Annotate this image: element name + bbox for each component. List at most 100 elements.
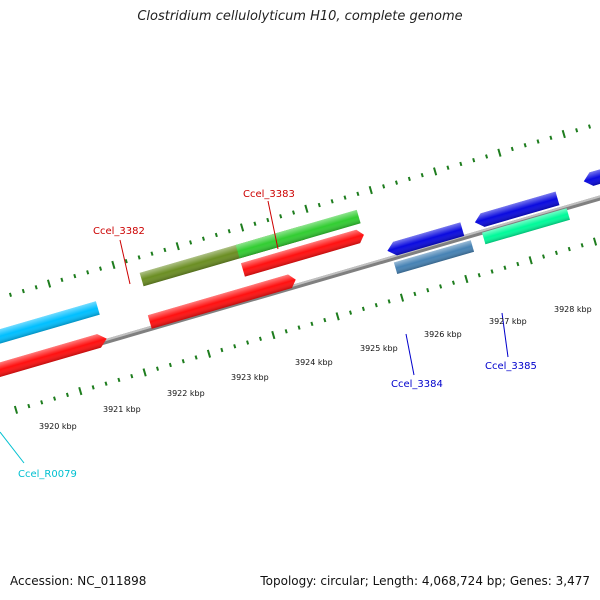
- leader-ccel-3384: [405, 333, 415, 376]
- tick-label: 3924 kbp: [295, 358, 333, 367]
- major-tick: [111, 260, 116, 269]
- minor-tick: [189, 240, 193, 245]
- minor-tick: [361, 306, 365, 312]
- minor-tick: [446, 165, 450, 170]
- gene-ccel-3385[interactable]: [482, 208, 570, 245]
- minor-tick: [86, 270, 90, 275]
- tick-label: 3922 kbp: [167, 389, 205, 398]
- accession-text: Accession: NC_011898: [10, 574, 147, 588]
- leader-ccel-3383: [267, 200, 279, 250]
- major-tick: [78, 387, 83, 396]
- minor-tick: [516, 261, 520, 267]
- gene-cyan-forward[interactable]: [0, 301, 100, 348]
- minor-tick: [163, 247, 167, 253]
- gene-ccel-3383-forward[interactable]: [235, 209, 361, 259]
- minor-tick: [349, 310, 353, 315]
- major-tick: [304, 204, 309, 213]
- major-tick: [561, 129, 566, 139]
- genome-summary-text: Topology: circular; Length: 4,068,724 bp…: [260, 574, 590, 588]
- minor-tick: [580, 243, 584, 248]
- minor-tick: [21, 288, 25, 294]
- minor-tick: [394, 180, 399, 185]
- minor-tick: [214, 232, 218, 238]
- minor-tick: [181, 359, 185, 364]
- minor-tick: [201, 236, 205, 241]
- major-tick: [240, 223, 245, 232]
- gene-ccel-3383-red[interactable]: [241, 228, 366, 277]
- gene-label-ccel-3383: Ccel_3383: [243, 189, 295, 200]
- minor-tick: [343, 195, 347, 200]
- minor-tick: [382, 184, 386, 189]
- gene-ccel-3382-red[interactable]: [147, 273, 298, 329]
- minor-tick: [459, 161, 463, 167]
- gene-label-ccel-3384: Ccel_3384: [391, 379, 443, 390]
- minor-tick: [330, 199, 334, 204]
- tick-label: 3928 kbp: [554, 305, 592, 314]
- minor-tick: [451, 280, 455, 285]
- minor-tick: [246, 340, 250, 345]
- minor-tick: [27, 403, 31, 409]
- minor-tick: [130, 373, 134, 379]
- tick-label: 3920 kbp: [39, 422, 77, 431]
- minor-tick: [490, 269, 494, 274]
- minor-tick: [413, 291, 417, 297]
- minor-tick: [317, 202, 321, 208]
- gene-blue-forward-2[interactable]: [473, 191, 560, 229]
- major-tick: [368, 185, 373, 195]
- outer-tick-ring: [8, 124, 592, 297]
- minor-tick: [168, 362, 172, 368]
- minor-tick: [472, 158, 476, 163]
- leader-ccel-r0079: [0, 431, 25, 464]
- major-tick: [433, 167, 438, 176]
- minor-tick: [258, 336, 262, 341]
- minor-tick: [155, 366, 160, 371]
- major-tick: [142, 368, 147, 377]
- minor-tick: [510, 146, 514, 152]
- minor-tick: [567, 246, 571, 252]
- minor-tick: [266, 217, 270, 223]
- minor-tick: [297, 325, 301, 330]
- major-tick: [206, 349, 212, 358]
- leader-ccel-3382: [119, 239, 131, 285]
- major-tick: [497, 148, 502, 157]
- minor-tick: [40, 400, 44, 405]
- gene-blue-forward-1[interactable]: [385, 222, 465, 257]
- minor-tick: [542, 254, 546, 259]
- tick-label: 3926 kbp: [424, 330, 462, 339]
- minor-tick: [310, 321, 314, 327]
- minor-tick: [65, 392, 69, 398]
- minor-tick: [150, 251, 154, 256]
- gene-label-ccel-3385: Ccel_3385: [485, 361, 537, 372]
- minor-tick: [194, 355, 198, 360]
- major-tick: [592, 237, 598, 246]
- minor-tick: [439, 284, 443, 289]
- major-tick: [335, 312, 340, 321]
- gene-label-ccel-3382: Ccel_3382: [93, 226, 145, 237]
- leader-ccel-3385: [501, 312, 509, 358]
- minor-tick: [284, 329, 288, 334]
- minor-tick: [587, 124, 592, 129]
- minor-tick: [233, 344, 237, 349]
- major-tick: [46, 279, 52, 288]
- tick-label: 3923 kbp: [231, 373, 269, 382]
- minor-tick: [503, 265, 507, 270]
- minor-tick: [426, 287, 430, 293]
- minor-tick: [8, 292, 12, 297]
- minor-tick: [292, 210, 296, 215]
- minor-tick: [523, 143, 527, 148]
- minor-tick: [104, 381, 108, 386]
- major-tick: [399, 293, 405, 302]
- gene-label-ccel-r0079: Ccel_R0079: [18, 469, 77, 480]
- major-tick: [13, 405, 19, 414]
- tick-label: 3927 kbp: [489, 317, 527, 326]
- minor-tick: [477, 273, 481, 278]
- minor-tick: [387, 299, 391, 304]
- gene-blue-forward-3[interactable]: [582, 143, 600, 188]
- gene-ccel-3384[interactable]: [393, 240, 475, 275]
- minor-tick: [53, 396, 57, 401]
- minor-tick: [73, 273, 77, 279]
- gene-red-row2-left[interactable]: [0, 332, 109, 379]
- minor-tick: [117, 377, 121, 383]
- minor-tick: [137, 255, 141, 260]
